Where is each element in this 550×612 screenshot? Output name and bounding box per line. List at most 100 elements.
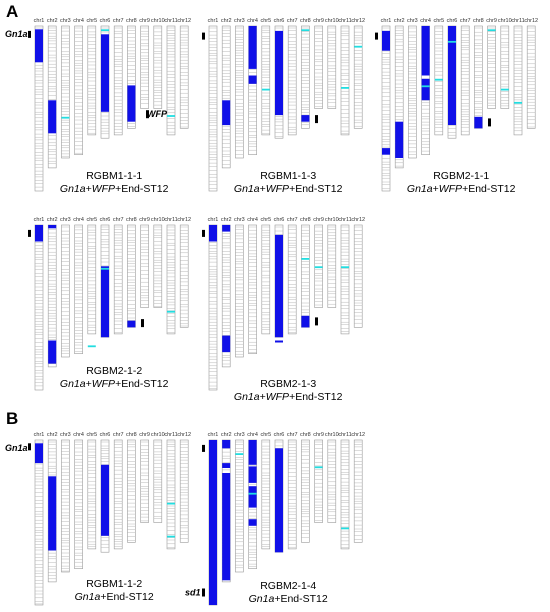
chromosome-label: chr9 <box>313 18 324 24</box>
cyan-marker <box>101 29 109 32</box>
chromosome-label: chr5 <box>86 432 97 438</box>
gene-marker-tick <box>28 229 31 237</box>
chromosome-outline <box>87 224 97 335</box>
panel-label-a: A <box>6 2 18 21</box>
chromosome-label: chr6 <box>100 217 111 223</box>
chromosome-bar <box>87 25 97 136</box>
chromosome-label: chr9 <box>313 432 324 438</box>
chromosome-label: chr5 <box>86 217 97 223</box>
chromosome-outline <box>261 25 271 136</box>
chromosome-bar <box>113 25 123 136</box>
chromosome-label: chr12 <box>351 432 365 438</box>
introgression-segment <box>275 234 283 338</box>
chromosome-outline <box>327 25 337 109</box>
introgression-segment <box>248 440 257 465</box>
gene-marker-tick <box>28 30 31 38</box>
chromosome-label: chr8 <box>300 432 311 438</box>
chromosome-label: chr11 <box>164 432 177 438</box>
chromosome-label: chr3 <box>234 217 245 223</box>
introgression-segment <box>222 100 231 126</box>
chromosome-outline <box>261 224 271 335</box>
introgression-segment <box>48 100 57 134</box>
chromosome-label: chr7 <box>113 432 124 438</box>
chromosome-bar <box>353 224 363 328</box>
chromosome-bar <box>287 25 297 136</box>
gene-label-wfp: WFP <box>147 109 168 119</box>
cyan-marker <box>301 29 310 32</box>
chromosome-bar <box>74 224 83 354</box>
chromosome-label: chr11 <box>338 432 351 438</box>
chromosome-label: chr3 <box>234 18 245 24</box>
chromosome-outline <box>166 224 176 335</box>
gene-marker-tick <box>315 317 318 326</box>
introgression-segment <box>421 78 430 101</box>
genotype-group: chr1 chr2 chr3 chr4 chr5 chr6 chr7 chr8 chr9 chr1… <box>185 432 365 606</box>
chromosome-bar <box>61 25 70 159</box>
line-name: RGBM1-1-1 <box>86 170 142 182</box>
genotype-group: chr1 chr2 chr3 chr4 chr5 chr6 chr7 chr8 chr9 chr1… <box>5 18 191 195</box>
chromosome-label: chr1 <box>208 18 219 24</box>
chromosome-label: chr2 <box>221 18 232 24</box>
chromosome-label: chr7 <box>460 18 471 24</box>
chromosome-label: chr6 <box>100 18 111 24</box>
construct-wfp: WFP <box>266 183 289 195</box>
chromosome-outline <box>34 439 44 606</box>
cyan-marker <box>487 29 496 32</box>
chromosome-outline <box>47 25 57 169</box>
chromosome-outline <box>287 25 297 136</box>
chromosome-outline <box>301 25 310 129</box>
gene-label-sd1: sd1 <box>185 588 201 598</box>
chromosome-outline <box>526 25 536 129</box>
introgression-segment <box>248 519 257 526</box>
chromosome-bar <box>74 25 83 155</box>
chromosome-label: chr2 <box>47 18 58 24</box>
gene-marker-tick <box>141 319 144 328</box>
chromosome-label: chr3 <box>407 18 418 24</box>
chromosome-bar <box>500 25 510 109</box>
construct-wfp: WFP <box>92 378 115 390</box>
chromosome-label: chr9 <box>139 217 150 223</box>
chromosome-outline <box>140 224 149 308</box>
chromosome-label: chr10 <box>325 217 339 223</box>
cyan-marker <box>354 45 363 48</box>
chromosome-bar <box>166 224 176 335</box>
cyan-marker <box>87 345 96 348</box>
chromosome-bar <box>381 25 391 192</box>
introgression-segment <box>395 121 404 158</box>
chromosome-bar <box>208 224 218 391</box>
introgression-segment <box>35 29 43 63</box>
construct-wfp: WFP <box>266 391 289 403</box>
chromosome-label: chr1 <box>208 432 219 438</box>
construct-suffix: +End-ST12 <box>289 391 343 403</box>
chromosome-bar <box>166 439 176 550</box>
chromosome-outline <box>34 25 44 192</box>
introgression-segment <box>35 443 43 464</box>
chromosome-bar <box>87 439 97 550</box>
chromosome-outline <box>221 25 231 169</box>
chromosome-bar <box>460 25 470 136</box>
chromosome-bar <box>34 224 44 391</box>
line-construct: Gn1a+WFP+End-ST12 <box>234 183 343 195</box>
cyan-marker <box>61 116 70 119</box>
construct-suffix: +End-ST12 <box>274 593 328 605</box>
chromosome-label: chr4 <box>73 18 84 24</box>
chromosome-bar <box>287 439 297 550</box>
chromosome-bar <box>235 25 244 159</box>
chromosome-label: chr8 <box>300 217 311 223</box>
chromosome-outline <box>179 439 189 543</box>
chromosome-bar <box>153 439 163 523</box>
gene-marker-tick <box>146 110 149 119</box>
chromosome-label: chr11 <box>164 217 177 223</box>
chromosome-outline <box>61 25 70 159</box>
genotype-groups: chr1 chr2 chr3 chr4 chr5 chr6 chr7 chr8 chr9 chr1… <box>5 18 538 606</box>
chromosome-bar <box>235 224 244 358</box>
chromosome-bar <box>248 224 257 354</box>
line-name: RGBM2-1-3 <box>260 378 316 390</box>
chromosome-bar <box>127 224 136 328</box>
chromosome-bar <box>61 224 70 358</box>
chromosome-outline <box>353 439 363 543</box>
chromosome-outline <box>61 439 70 573</box>
cyan-marker <box>235 453 244 455</box>
chromosome-label: chr6 <box>274 18 285 24</box>
chromosome-label: chr5 <box>433 18 444 24</box>
